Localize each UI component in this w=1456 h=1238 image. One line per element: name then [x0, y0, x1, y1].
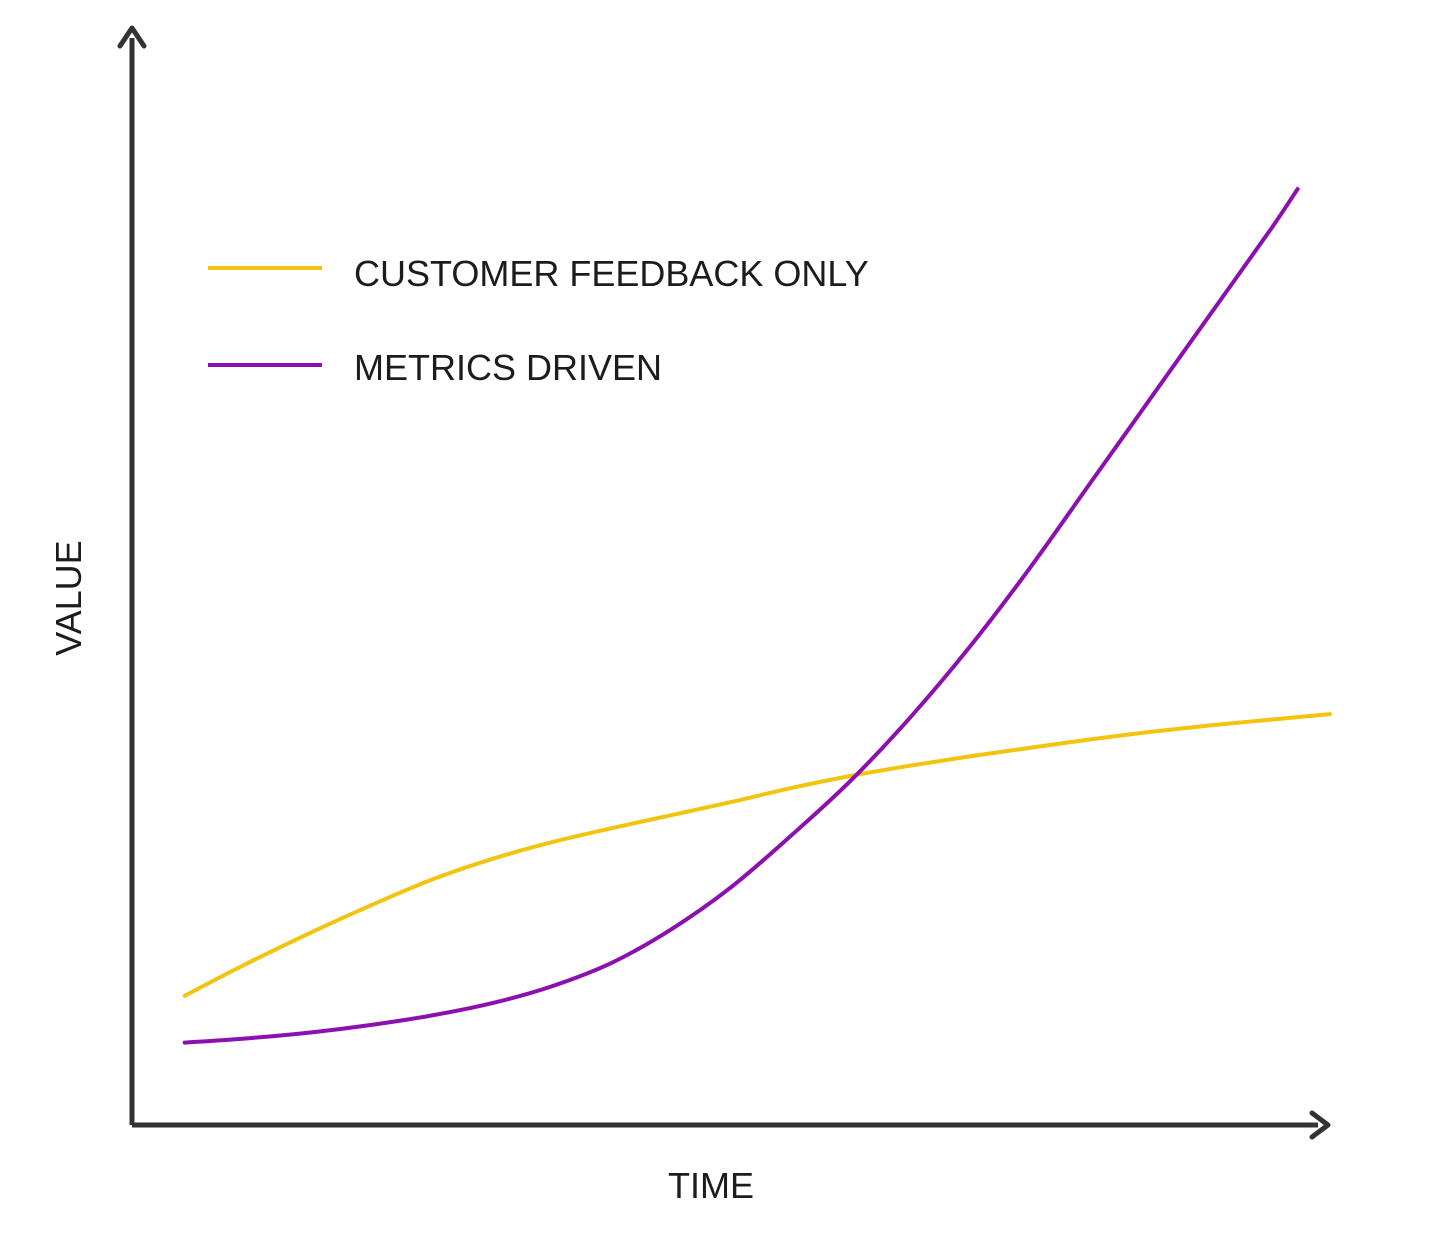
- series-line-customer-feedback: [182, 712, 1332, 998]
- y-axis-title: VALUE: [48, 540, 89, 655]
- series-layer: [182, 187, 1332, 1045]
- series-line-metrics-driven: [182, 187, 1300, 1045]
- legend-label-customer-feedback: CUSTOMER FEEDBACK ONLY: [354, 253, 869, 294]
- legend-label-metrics-driven: METRICS DRIVEN: [354, 347, 662, 388]
- x-axis-title: TIME: [668, 1165, 754, 1206]
- legend-item-metrics-driven: METRICS DRIVEN: [208, 347, 662, 388]
- legend: CUSTOMER FEEDBACK ONLY METRICS DRIVEN: [208, 253, 869, 388]
- legend-item-customer-feedback: CUSTOMER FEEDBACK ONLY: [208, 253, 869, 294]
- axes: [117, 25, 1331, 1140]
- y-axis-arrow-icon: [117, 25, 147, 49]
- x-axis-arrow-icon: [1309, 1110, 1331, 1140]
